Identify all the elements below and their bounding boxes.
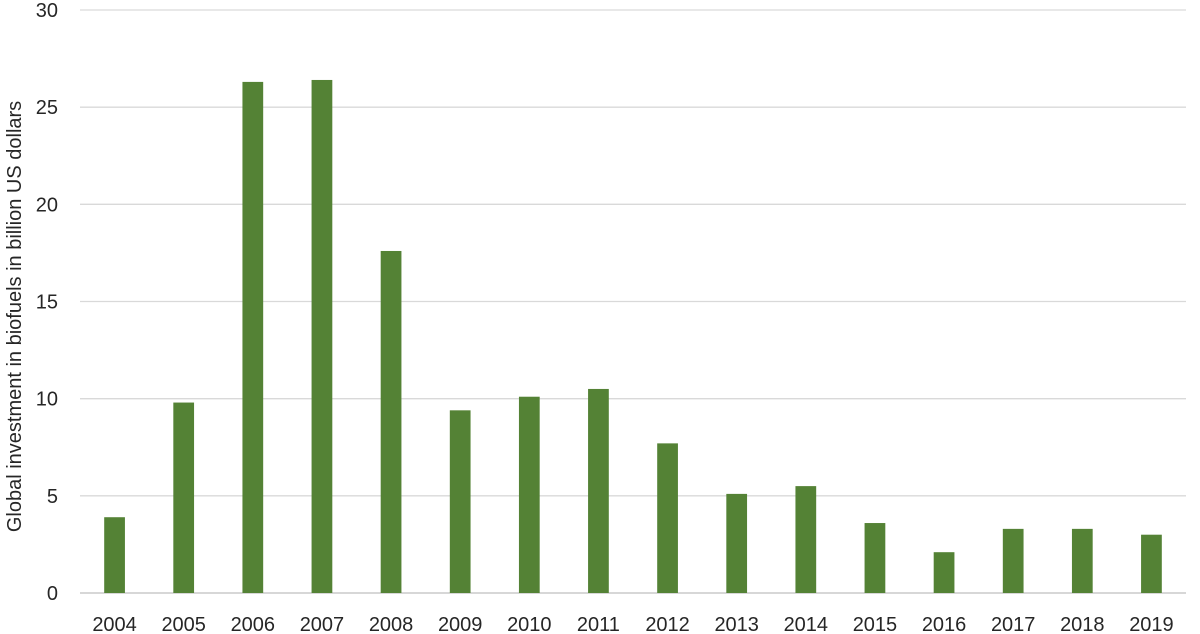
- y-axis-ticks: 0 5 10 15 20 25 30: [36, 0, 58, 605]
- x-axis-ticks: 2004 2005 2006 2007 2008 2009 2010 2011 2012 2013…: [92, 614, 1173, 634]
- x-tick-label-2012: 2012: [645, 614, 690, 634]
- x-tick-label-2015: 2015: [853, 614, 898, 634]
- bar-2005: [173, 402, 195, 593]
- x-tick-label-2013: 2013: [714, 614, 759, 634]
- bar-2012: [657, 443, 678, 593]
- x-tick-label-2018: 2018: [1060, 614, 1105, 634]
- x-tick-label-2011: 2011: [577, 614, 620, 634]
- x-tick-label-2014: 2014: [784, 614, 829, 634]
- bar-2017: [1002, 528, 1024, 593]
- x-tick-label-2017: 2017: [991, 614, 1036, 634]
- bar-2014: [795, 486, 817, 593]
- x-tick-label-2005: 2005: [161, 614, 206, 634]
- bar-2006: [242, 81, 264, 594]
- x-tick-label-2009: 2009: [438, 614, 483, 634]
- x-tick-label-2006: 2006: [231, 614, 276, 634]
- x-tick-label-2007: 2007: [300, 614, 345, 634]
- bar-2018: [1071, 528, 1093, 593]
- bar-2010: [518, 396, 540, 593]
- bar-2016: [933, 552, 955, 593]
- x-tick-label-2019: 2019: [1129, 614, 1174, 634]
- x-tick-label-2008: 2008: [369, 614, 414, 634]
- y-tick-label: 0: [47, 583, 58, 605]
- bar-2019: [1141, 534, 1162, 593]
- x-tick-label-2004: 2004: [92, 614, 137, 634]
- bar-2013: [726, 493, 748, 593]
- y-tick-label: 30: [36, 0, 58, 22]
- y-tick-label: 5: [47, 486, 58, 508]
- bar-2007: [311, 79, 333, 593]
- x-tick-label-2010: 2010: [507, 614, 552, 634]
- y-tick-label: 25: [36, 97, 58, 119]
- bar-2009: [449, 410, 471, 593]
- y-tick-label: 10: [36, 389, 58, 411]
- bar-2015: [864, 523, 886, 593]
- y-axis-label: Global investment in biofuels in billion…: [4, 101, 26, 532]
- gridlines: [80, 9, 1186, 594]
- bar-2004: [104, 517, 125, 593]
- x-tick-label-2016: 2016: [922, 614, 967, 634]
- bar-2008: [380, 250, 402, 593]
- bars: [104, 79, 1162, 594]
- y-tick-label: 15: [36, 292, 58, 314]
- y-tick-label: 20: [36, 194, 58, 216]
- bar-2011: [588, 388, 609, 593]
